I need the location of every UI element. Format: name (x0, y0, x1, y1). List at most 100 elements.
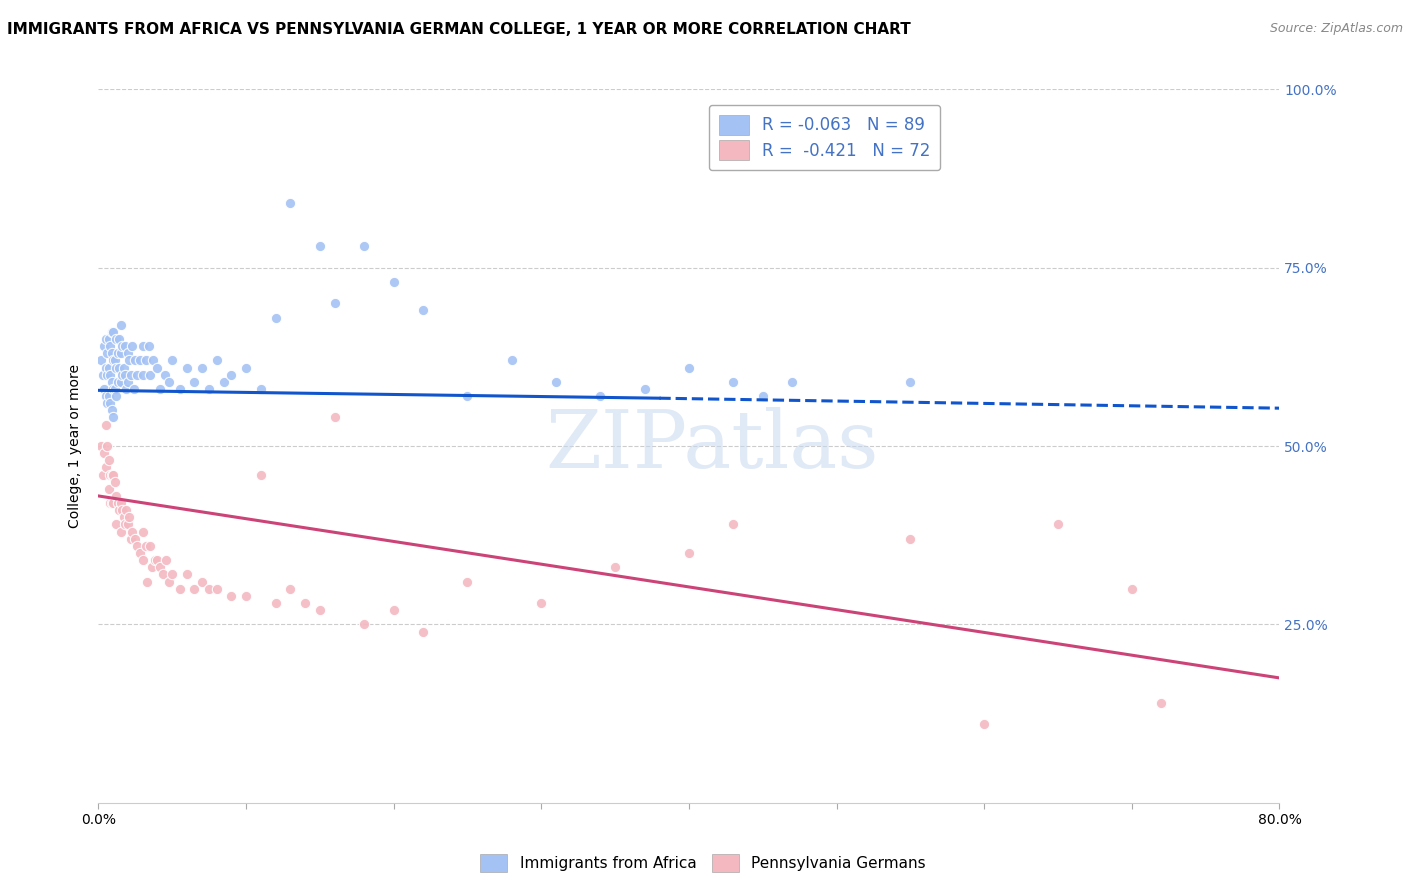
Point (162, 353, 183, 368)
Point (152, 567, 174, 582)
Point (93, 382, 115, 396)
Point (110, 375, 132, 389)
Point (191, 360, 214, 375)
Point (115, 382, 138, 396)
Point (90, 353, 112, 368)
Point (105, 389, 128, 403)
Point (121, 339, 143, 353)
Point (278, 196, 302, 211)
Point (110, 318, 132, 332)
Point (96, 439, 118, 453)
Point (205, 353, 228, 368)
Point (382, 275, 405, 289)
Point (110, 524, 132, 539)
Point (235, 589, 257, 603)
Point (294, 596, 316, 610)
Point (139, 368, 162, 382)
Point (139, 539, 162, 553)
Point (219, 589, 242, 603)
Point (149, 560, 172, 574)
Point (104, 353, 127, 368)
Point (136, 574, 159, 589)
Point (143, 553, 166, 567)
Point (323, 410, 346, 425)
Point (120, 532, 142, 546)
Text: ZIPatlas: ZIPatlas (546, 407, 879, 485)
Point (250, 467, 273, 482)
Point (94, 360, 117, 375)
Point (100, 496, 122, 510)
Point (107, 375, 129, 389)
Point (219, 368, 242, 382)
Point (108, 332, 131, 346)
Point (117, 346, 139, 360)
Point (456, 574, 478, 589)
Point (90, 439, 112, 453)
Point (105, 360, 128, 375)
Point (108, 503, 131, 517)
Point (111, 368, 134, 382)
Point (264, 596, 287, 610)
Point (107, 346, 129, 360)
Point (142, 353, 165, 368)
Point (751, 389, 773, 403)
Point (278, 582, 302, 596)
Point (111, 503, 134, 517)
Point (125, 368, 148, 382)
Point (94, 460, 117, 475)
Point (132, 553, 155, 567)
Point (114, 368, 136, 382)
Point (353, 239, 375, 253)
Point (146, 360, 169, 375)
Point (176, 567, 198, 582)
Point (605, 560, 627, 574)
Point (589, 389, 612, 403)
Point (212, 375, 235, 389)
Point (121, 524, 143, 539)
Point (97, 389, 120, 403)
Point (456, 389, 478, 403)
Point (782, 375, 804, 389)
Point (100, 375, 122, 389)
Point (198, 382, 221, 396)
Point (125, 539, 148, 553)
Point (198, 582, 221, 596)
Point (97, 453, 120, 467)
Point (103, 467, 125, 482)
Point (157, 574, 180, 589)
Point (678, 546, 700, 560)
Point (104, 475, 127, 489)
Point (382, 603, 405, 617)
Point (105, 489, 128, 503)
Point (100, 403, 122, 417)
Point (114, 517, 136, 532)
Point (111, 339, 134, 353)
Point (108, 360, 131, 375)
Point (104, 382, 127, 396)
Point (98, 496, 121, 510)
Point (103, 382, 125, 396)
Point (122, 382, 145, 396)
Point (117, 375, 139, 389)
Point (501, 353, 523, 368)
Point (973, 717, 995, 731)
Point (120, 368, 142, 382)
Point (135, 539, 157, 553)
Point (107, 496, 129, 510)
Point (678, 360, 700, 375)
Point (900, 375, 922, 389)
Point (235, 360, 257, 375)
Point (98, 368, 121, 382)
Point (157, 375, 180, 389)
Point (97, 332, 120, 346)
Point (100, 467, 122, 482)
Point (94, 332, 117, 346)
Legend: Immigrants from Africa, Pennsylvania Germans: Immigrants from Africa, Pennsylvania Ger… (472, 846, 934, 880)
Point (117, 517, 139, 532)
Point (205, 582, 228, 596)
Point (128, 546, 150, 560)
Point (114, 339, 136, 353)
Point (103, 496, 125, 510)
Point (96, 346, 118, 360)
Point (323, 296, 346, 310)
